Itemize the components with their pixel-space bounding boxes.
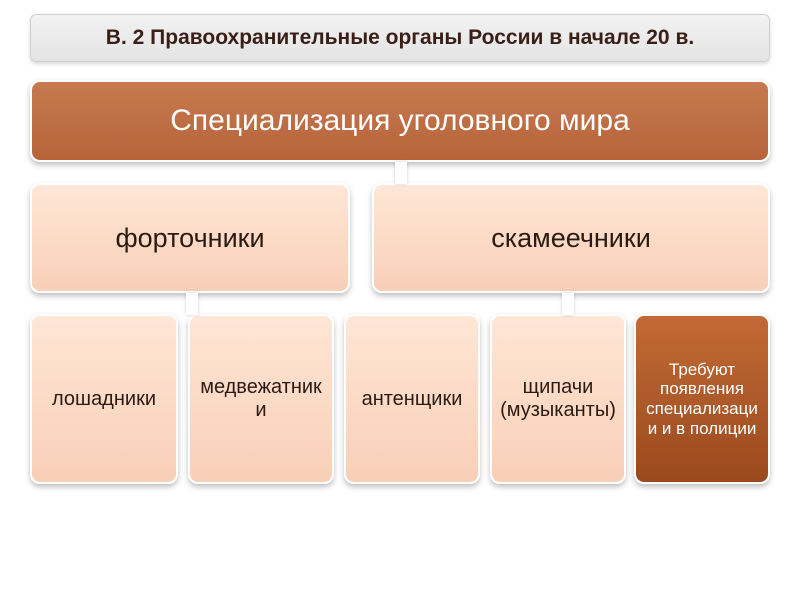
- page-header: В. 2 Правоохранительные органы России в …: [30, 14, 770, 62]
- leaf-node: антенщики: [344, 314, 480, 484]
- middle-node-left: форточники: [30, 183, 350, 293]
- leaf-node-special: Требуют появления специализации и в поли…: [634, 314, 770, 484]
- connector: [562, 293, 574, 315]
- leaf-label: щипачи (музыканты): [498, 376, 618, 422]
- root-label: Специализация уголовного мира: [170, 104, 630, 138]
- middle-node-left-label: форточники: [115, 223, 264, 254]
- middle-node-right-label: скамеечники: [491, 223, 651, 254]
- leaf-label: антенщики: [362, 388, 463, 411]
- leaf-node: медвежатники: [188, 314, 334, 484]
- leaf-label: Требуют появления специализации и в поли…: [642, 360, 762, 438]
- page-title: В. 2 Правоохранительные органы России в …: [106, 26, 694, 50]
- root-node: Специализация уголовного мира: [30, 80, 770, 162]
- middle-node-right: скамеечники: [372, 183, 770, 293]
- connector: [186, 293, 198, 315]
- connector: [395, 162, 407, 184]
- leaf-label: медвежатники: [196, 376, 326, 422]
- leaf-node: щипачи (музыканты): [490, 314, 626, 484]
- leaf-node: лошадники: [30, 314, 178, 484]
- leaf-label: лошадники: [52, 388, 156, 411]
